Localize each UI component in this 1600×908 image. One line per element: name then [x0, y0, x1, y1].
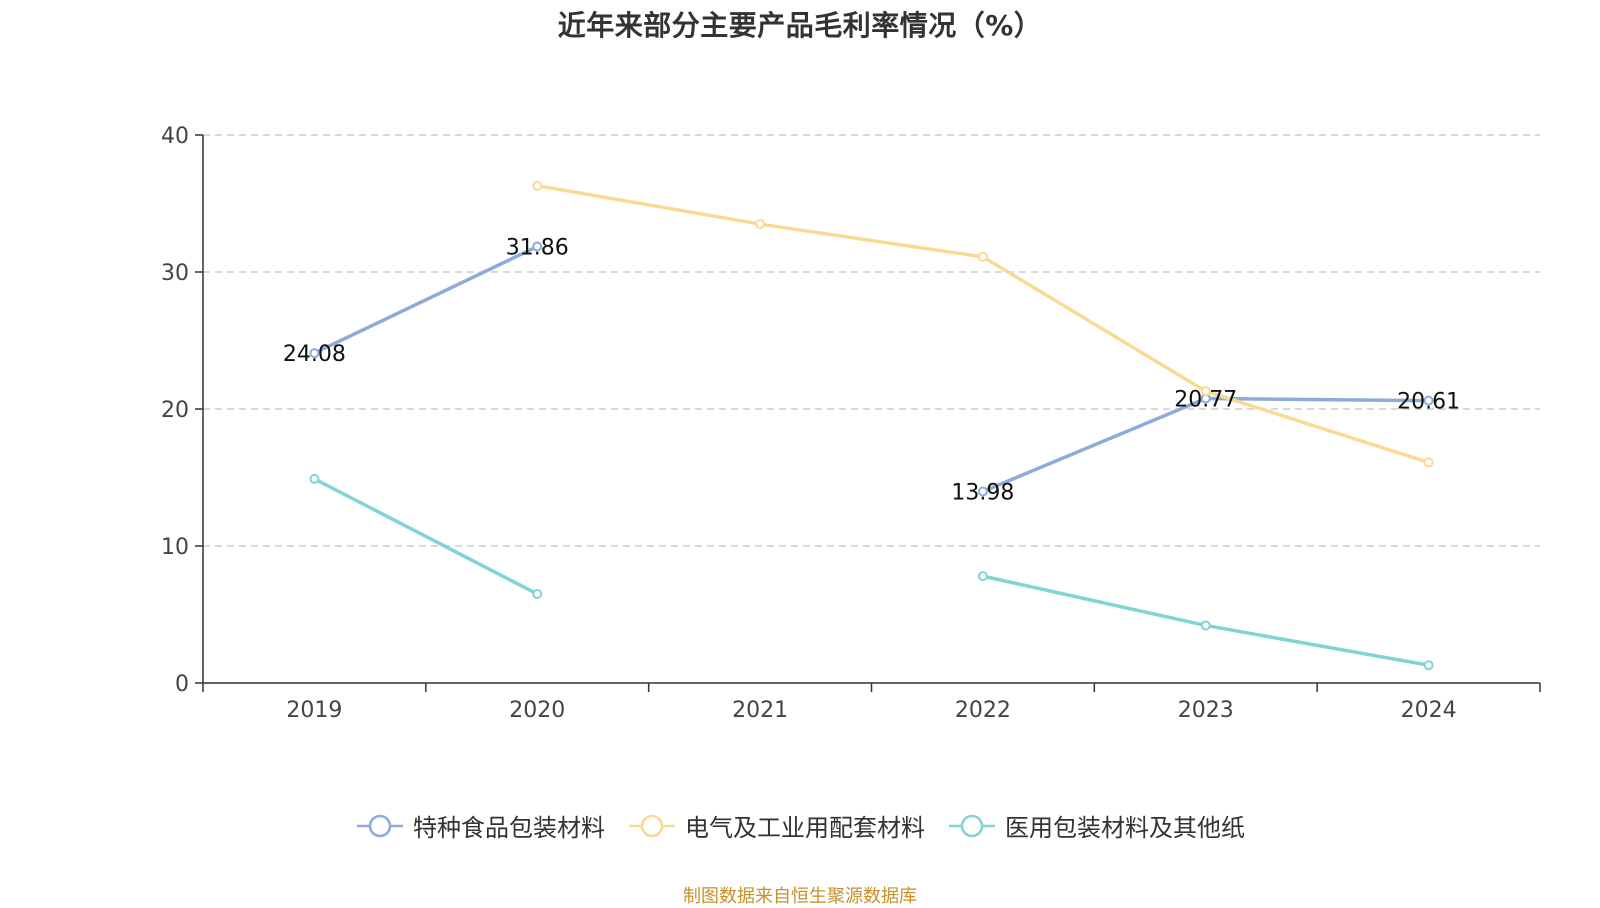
- data-point: [532, 241, 543, 252]
- x-tick-label: 2019: [286, 698, 342, 723]
- data-point: [1423, 395, 1434, 406]
- data-point: [309, 473, 320, 484]
- data-point: [532, 588, 543, 599]
- series-line: [313, 477, 539, 596]
- data-point: [1200, 620, 1211, 631]
- grid-lines: [203, 134, 1540, 547]
- axes: 0 10 20 30 40 2019 2020 2021 2022 2023 2024: [161, 124, 1541, 723]
- legend-label: 电气及工业用配套材料: [685, 814, 925, 842]
- y-tick-label: 10: [161, 535, 189, 560]
- legend-swatch-icon: [357, 814, 403, 837]
- legend: 特种食品包装材料 电气及工业用配套材料 医用包装材料及其他纸: [0, 808, 1600, 843]
- series-line: [313, 244, 539, 355]
- legend-swatch-icon: [629, 814, 675, 837]
- data-labels: 24.08 31.86 13.98 20.77 20.61: [283, 236, 1460, 506]
- data-point: [977, 571, 988, 582]
- data-point: [1423, 457, 1434, 468]
- y-tick-label: 20: [161, 398, 189, 423]
- data-label: 31.86: [506, 236, 569, 261]
- legend-marker: [640, 814, 664, 837]
- chart-title: 近年来部分主要产品毛利率情况（%）: [557, 9, 1043, 42]
- legend-label: 医用包装材料及其他纸: [1005, 814, 1245, 842]
- y-tick-label: 40: [161, 124, 189, 149]
- data-point: [1200, 386, 1211, 397]
- x-tick-label: 2020: [509, 698, 565, 723]
- x-tick-label: 2022: [955, 698, 1011, 723]
- legend-item[interactable]: 特种食品包装材料: [355, 808, 605, 843]
- legend-label: 特种食品包装材料: [413, 814, 605, 842]
- data-point: [977, 486, 988, 497]
- legend-marker: [960, 814, 984, 837]
- series-line: [536, 183, 1430, 465]
- data-label: 24.08: [283, 342, 346, 367]
- x-tick-label: 2024: [1401, 698, 1457, 723]
- data-label: 20.77: [1174, 387, 1237, 412]
- data-point: [532, 180, 543, 191]
- source-note: 制图数据来自恒生聚源数据库: [683, 886, 917, 907]
- x-tick-label: 2021: [732, 698, 788, 723]
- legend-swatch-icon: [949, 814, 995, 837]
- legend-item[interactable]: 医用包装材料及其他纸: [947, 808, 1245, 843]
- data-point: [1423, 660, 1434, 671]
- legend-marker: [368, 814, 392, 837]
- data-label: 20.61: [1397, 390, 1460, 415]
- data-point: [755, 219, 766, 230]
- data-label: 13.98: [951, 480, 1014, 505]
- x-tick-label: 2023: [1178, 698, 1234, 723]
- series-layer: [309, 180, 1434, 671]
- y-tick-label: 30: [161, 261, 189, 286]
- legend-item[interactable]: 电气及工业用配套材料: [627, 808, 925, 843]
- data-point: [977, 251, 988, 262]
- data-point: [309, 348, 320, 359]
- y-tick-label: 0: [175, 672, 189, 697]
